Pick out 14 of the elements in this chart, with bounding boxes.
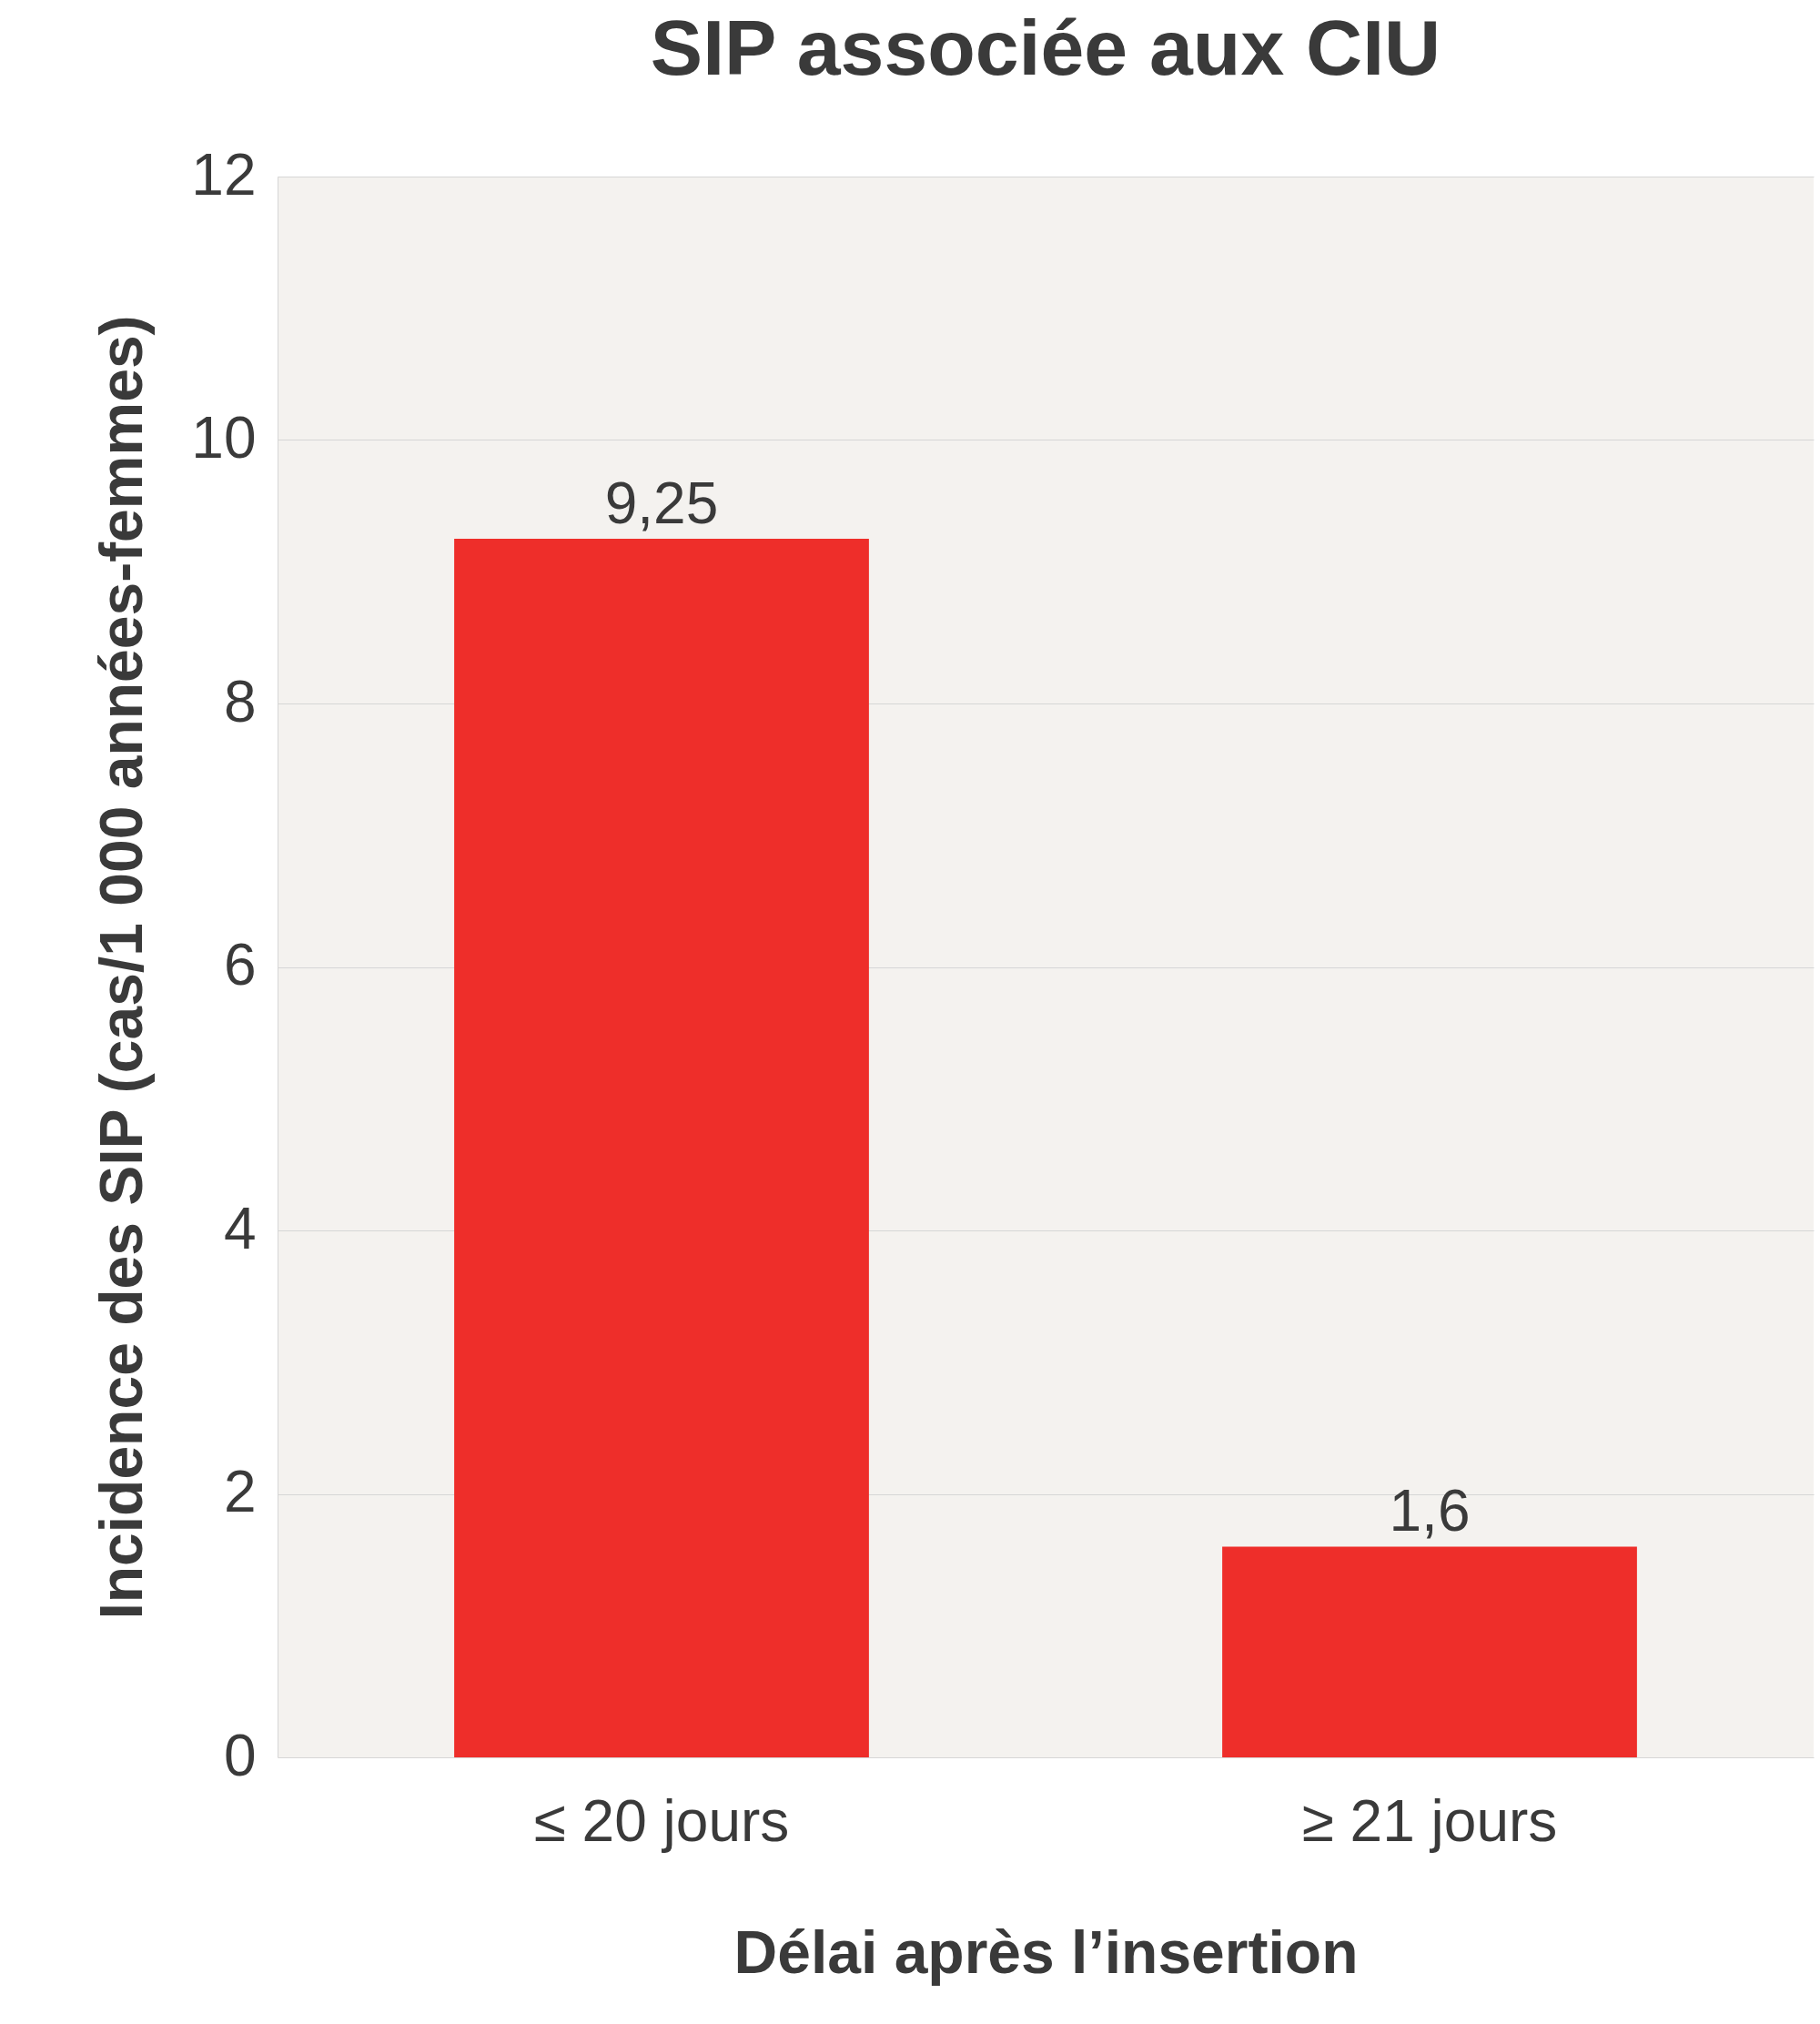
y-tick-label: 10 <box>191 405 257 471</box>
data-label: 1,6 <box>1389 1478 1471 1544</box>
y-tick-label: 8 <box>223 668 257 734</box>
y-tick-label: 12 <box>191 141 257 207</box>
data-label: 9,25 <box>604 471 719 537</box>
y-tick-label: 6 <box>223 932 257 997</box>
y-axis-title: Incidence des SIP (cas/1 000 années-femmes) <box>87 315 156 1620</box>
y-tick-label: 2 <box>223 1459 257 1524</box>
y-tick-label: 4 <box>223 1195 257 1261</box>
chart-title: SIP associée aux CIU <box>650 4 1441 91</box>
x-tick-label: ≥ 21 jours <box>1301 1787 1558 1854</box>
y-tick-label: 0 <box>223 1722 257 1788</box>
x-axis-title: Délai après l’insertion <box>733 1918 1359 1986</box>
x-tick-label: ≤ 20 jours <box>533 1787 790 1854</box>
